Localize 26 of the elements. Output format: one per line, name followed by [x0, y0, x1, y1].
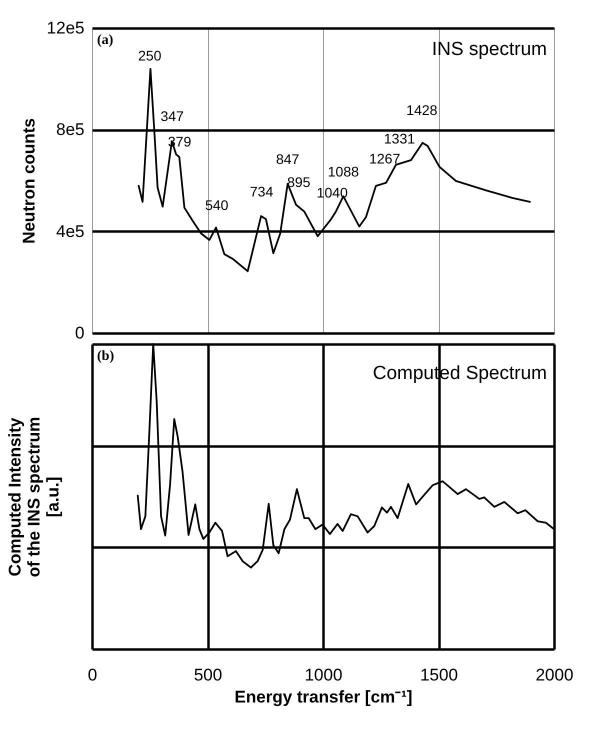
annotation: 1331 — [384, 130, 416, 147]
x-tick-label: 1500 — [420, 666, 458, 684]
y-tick-label: 0 — [75, 324, 84, 342]
annotation: 734 — [250, 183, 274, 200]
x-tick-label: 1000 — [304, 666, 342, 684]
annotation: 847 — [276, 150, 300, 167]
y-axis-title: Computed Intensity of the INS spectrum [a.u.] — [6, 416, 62, 578]
annotation: 1267 — [369, 150, 400, 166]
annotation: (a) — [97, 33, 114, 48]
annotation: 347 — [160, 108, 184, 124]
annotation: 1088 — [328, 163, 360, 180]
y-tick-label: 12e5 — [46, 18, 84, 38]
annotation: 895 — [287, 174, 311, 190]
y-tick-label: 8e5 — [56, 120, 84, 140]
annotation: (b) — [97, 349, 114, 364]
y-tick-label: 4e5 — [56, 222, 84, 241]
x-tick-label: 500 — [194, 666, 222, 684]
annotation: 1428 — [406, 102, 438, 118]
annotation: 250 — [138, 48, 162, 64]
x-axis-title: Energy transfer [cm⁻¹] — [234, 688, 412, 706]
x-tick-label: 0 — [88, 666, 98, 684]
annotation: 540 — [205, 196, 229, 213]
annotation: 1040 — [316, 184, 348, 200]
y-axis-title: Neutron counts — [20, 118, 39, 244]
x-tick-label: 2000 — [536, 666, 574, 684]
text: INS spectrum — [432, 39, 547, 60]
